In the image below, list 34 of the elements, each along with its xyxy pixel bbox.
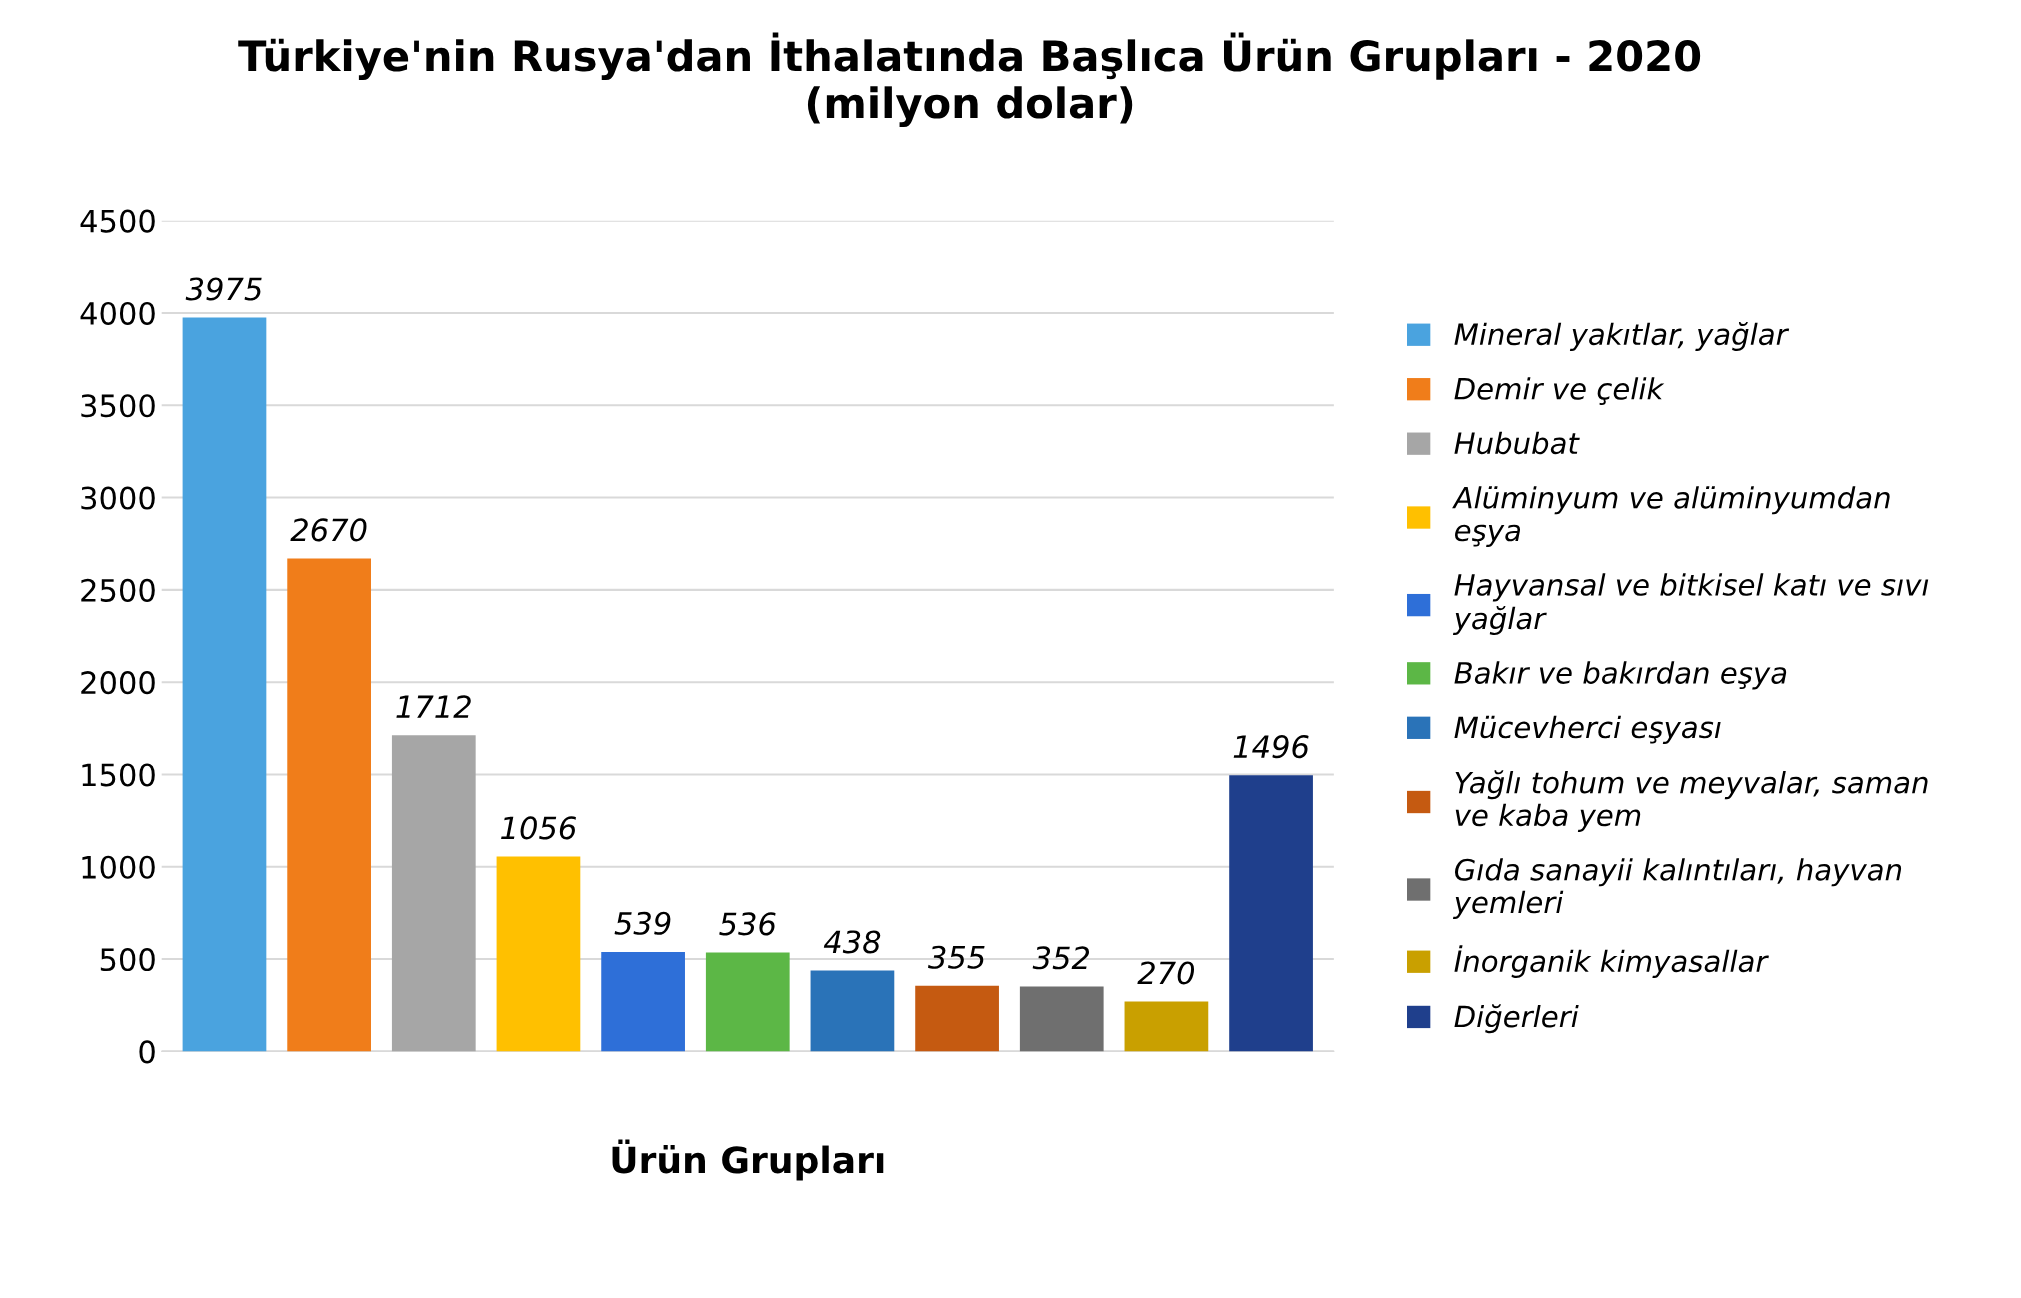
legend-label: Demir ve çelik xyxy=(1454,377,1665,405)
y-tick-label: 2500 xyxy=(81,578,155,602)
x-axis-title: Ürün Grupları xyxy=(612,1139,884,1181)
legend-label: Mücevherci eşyası xyxy=(1454,715,1721,744)
y-tick-label: 500 xyxy=(100,948,155,972)
legend-label: Alüminyum ve alüminyumdan eşya xyxy=(1452,486,1890,548)
data-label: 1712 xyxy=(396,695,471,718)
chart-title: Türkiye'nin Rusya'dan İthalatında Başlıca Ürün Grupları - 2020 (milyon dolar) xyxy=(238,32,1701,127)
legend-label: Yağlı tohum ve meyvalar, saman ve kaba yem xyxy=(1455,770,1928,832)
y-tick-label: 0 xyxy=(139,1040,155,1064)
legend-label: İnorganik kimyasallar xyxy=(1454,945,1769,978)
legend-label: Hayvansal ve bitkisel katı ve sıvı yağlar xyxy=(1452,573,1929,636)
data-label: 355 xyxy=(927,945,985,969)
legend-label: Diğerleri xyxy=(1454,1004,1579,1034)
y-tick-label: 1500 xyxy=(82,763,155,787)
data-label: 438 xyxy=(823,930,881,954)
y-tick-label: 2000 xyxy=(81,671,155,695)
data-label: 270 xyxy=(1137,961,1195,985)
y-tick-label: 4500 xyxy=(80,209,155,233)
y-tick-label: 3000 xyxy=(81,486,155,510)
data-label: 539 xyxy=(614,911,671,935)
y-tick-label: 4000 xyxy=(80,301,155,326)
legend-label: Mineral yakıtlar, yağlar xyxy=(1454,321,1790,351)
data-label: 2670 xyxy=(290,518,367,542)
y-tick-label: 1000 xyxy=(82,855,155,879)
legend-label: Gıda sanayii kalıntıları, hayvan yemleri xyxy=(1452,858,1902,920)
legend-label: Hububat xyxy=(1454,431,1580,455)
y-tick-label: 3500 xyxy=(81,394,155,418)
data-label: 1056 xyxy=(501,816,576,840)
data-label: 536 xyxy=(719,912,776,936)
legend-label: Bakır ve bakırdan eşya xyxy=(1454,661,1787,690)
data-label: 3975 xyxy=(185,277,262,301)
data-label: 352 xyxy=(1032,946,1090,970)
data-label: 1496 xyxy=(1233,735,1309,759)
